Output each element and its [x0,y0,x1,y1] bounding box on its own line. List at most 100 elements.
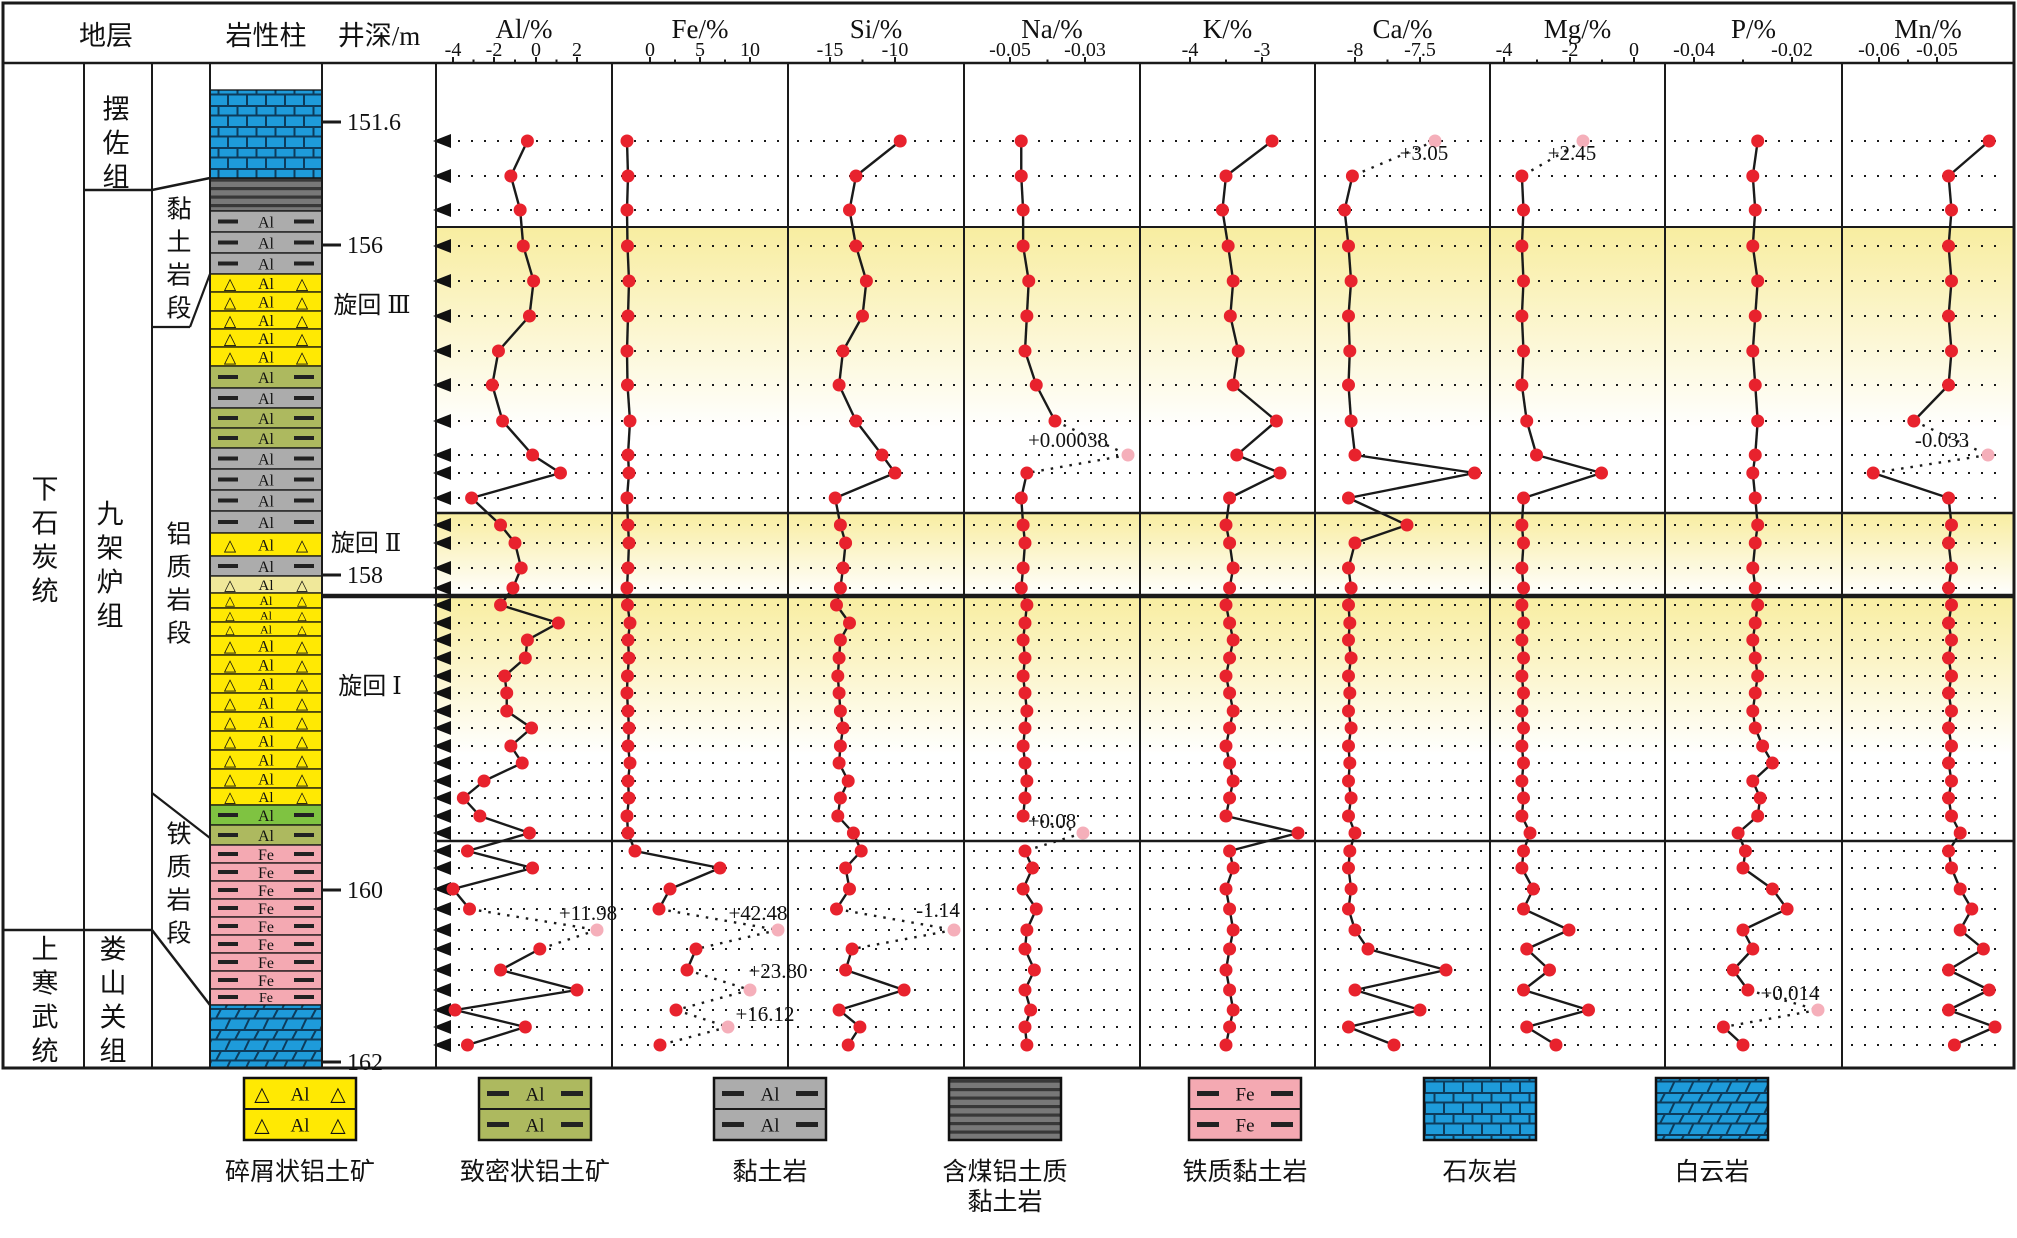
sample-dot [830,598,843,612]
sample-row-gridlines [433,134,2007,1052]
svg-text:Fe: Fe [1236,1085,1255,1106]
sample-dot [1942,686,1956,700]
sample-dot [1520,1020,1534,1034]
svg-text:△: △ [296,657,309,674]
sample-dot [1016,882,1030,896]
sample-dot [1765,882,1779,896]
annotation-value: -1.14 [916,898,960,922]
sample-dot [1018,983,1032,997]
sample-dot [1223,756,1237,770]
svg-text:△: △ [224,733,237,750]
sample-dot [1526,882,1540,896]
sample-dot [620,344,634,358]
sample-dot [1219,169,1233,183]
sample-arrow [433,826,451,840]
annotation-value: -0.033 [1915,428,1969,452]
sample-dot [1014,581,1028,595]
sample-dot [1945,739,1958,753]
svg-text:△: △ [224,714,237,731]
sample-dot [1765,756,1779,770]
sample-dot [1738,844,1752,858]
sample-dot [1223,721,1237,735]
sample-dot [1953,826,1967,840]
sample-dot [1020,466,1034,480]
sample-dot [1223,686,1237,700]
sample-dot [1344,581,1358,595]
curve-P [1716,134,1825,1052]
sample-dot [1942,756,1956,770]
svg-text:△: △ [225,593,235,608]
sample-dot [456,791,470,805]
sample-dot [1517,721,1530,735]
sample-dot [1226,923,1240,937]
sample-dot [839,861,853,875]
sample-dot [496,414,510,428]
sample-dot [1226,633,1240,647]
sample-dot [1582,1003,1595,1017]
svg-text:Al: Al [258,313,275,330]
sample-arrow [433,756,451,770]
sample-dot [1965,902,1979,916]
sample-dot [1748,378,1762,392]
svg-text:△: △ [224,294,237,311]
sample-dot [1361,942,1375,956]
svg-text:Al: Al [258,638,275,655]
sample-dot [1342,378,1355,392]
svg-text:△: △ [224,578,236,594]
cycle-label: 旋回 Ⅲ [333,292,410,319]
sample-dot [831,809,845,823]
sample-arrow [433,536,451,550]
tick-label: -4 [445,39,462,61]
sample-dot [1344,651,1358,665]
sample-dot [1517,203,1530,217]
sample-arrow [433,902,451,916]
svg-text:Fe: Fe [258,901,274,918]
track-title: Ca/% [1373,14,1433,44]
sample-dot [620,203,634,217]
sample-dot [1223,309,1237,323]
sample-dot [830,902,843,916]
sample-dot [1517,902,1530,916]
lith-layer-ls [209,89,323,179]
sample-dot [460,844,474,858]
sample-arrow [433,466,451,480]
sample-dot [460,1038,474,1052]
sample-dot [1020,1038,1034,1052]
sample-dot [1942,491,1956,505]
sample-dot [859,274,873,288]
sample-dot [1413,1003,1427,1017]
sample-dot [533,942,547,956]
sample-dot [1982,983,1996,997]
sample-dot [1342,239,1355,253]
sample-dot [1439,963,1453,977]
sample-dot [1018,721,1032,735]
sample-dot [843,882,856,896]
sample-arrow [433,983,451,997]
svg-text:△: △ [296,331,309,348]
sample-dot [1748,309,1762,323]
tick-label: 0 [645,39,655,61]
sample-dot [1731,826,1745,840]
svg-text:Fe: Fe [258,973,274,990]
svg-text:△: △ [296,771,309,788]
sample-dot [1515,809,1529,823]
sample-dot [1226,861,1240,875]
sample-dot [856,309,869,323]
sample-dot [1945,344,1958,358]
sample-dot [1223,491,1237,505]
sample-dot [1751,669,1765,683]
svg-text:Al: Al [258,657,275,674]
sample-dot [1942,239,1956,253]
track-boundary-lines [322,226,2014,843]
curves [446,134,2002,1052]
sample-dot [1342,598,1355,612]
sample-dot [839,536,853,550]
curve-Si [828,134,961,1052]
sample-arrow [433,581,451,595]
strata-member-label: 铁质岩段 [166,820,191,947]
sample-dot [1026,861,1039,875]
sample-dot [1942,721,1956,735]
